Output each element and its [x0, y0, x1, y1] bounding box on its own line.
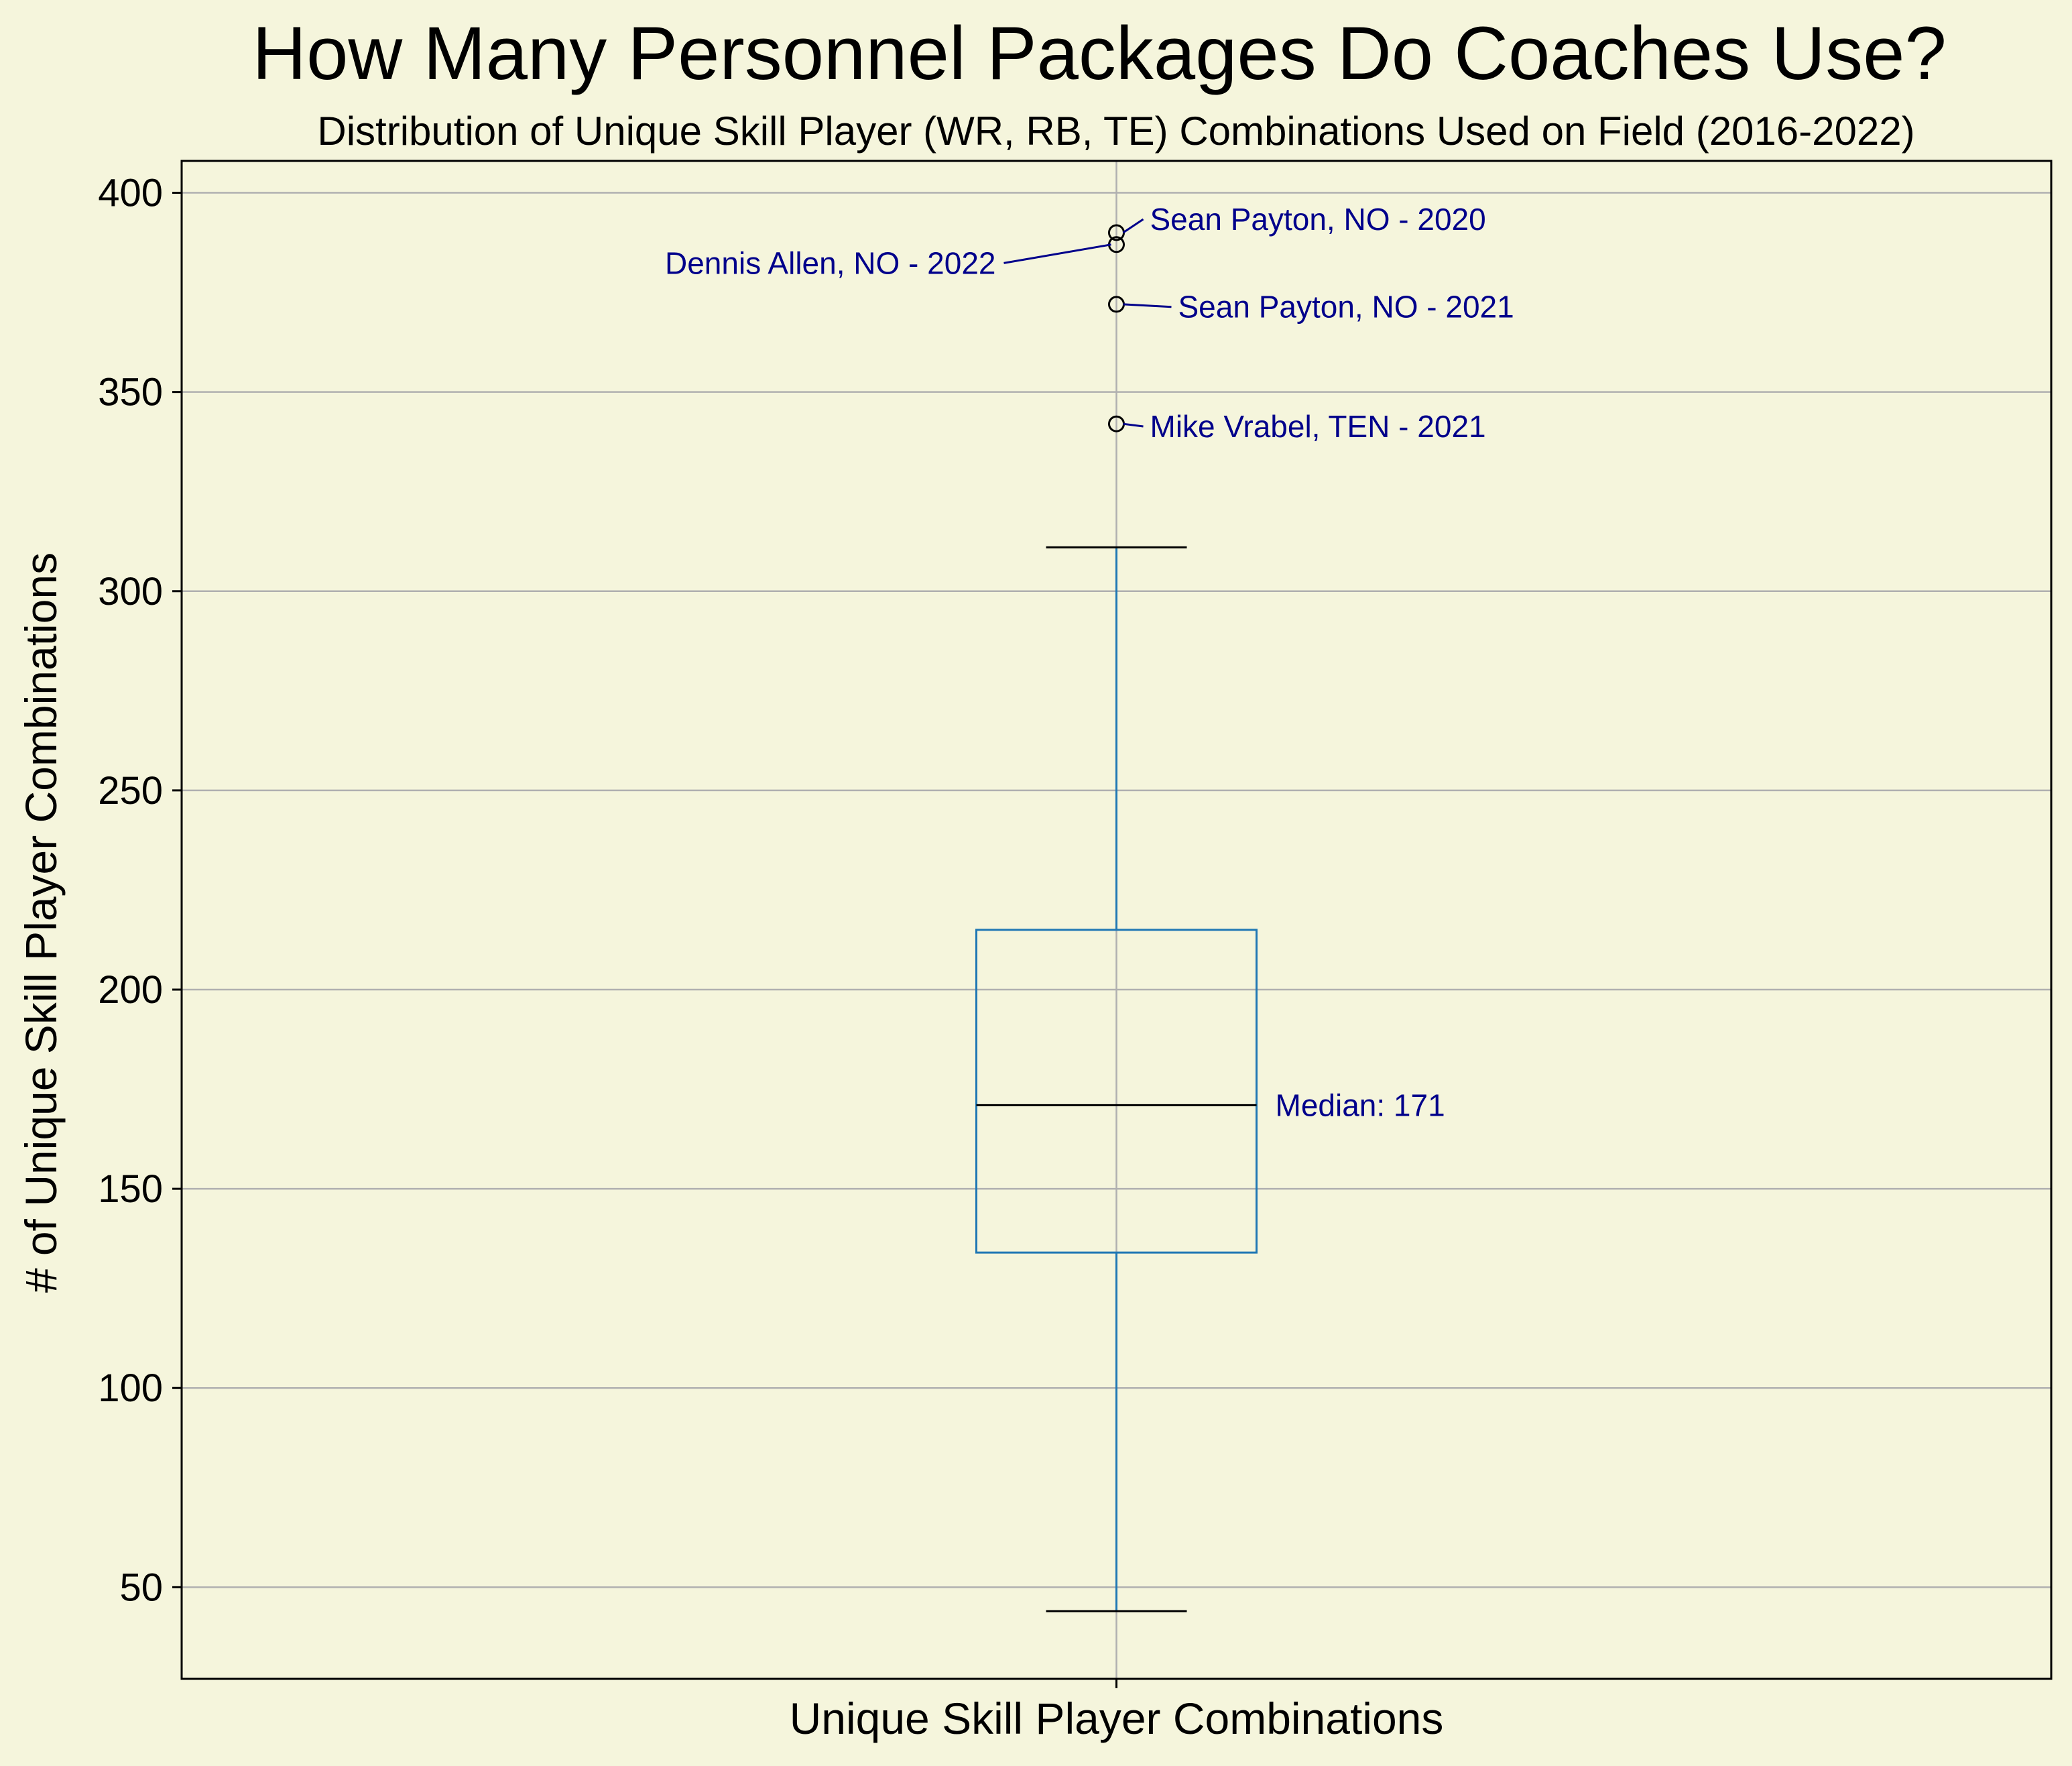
x-tick-label: Unique Skill Player Combinations — [790, 1694, 1444, 1743]
outlier-label-0: Sean Payton, NO - 2020 — [1150, 202, 1486, 237]
outlier-leader-0 — [1122, 218, 1144, 234]
y-tick-label-100: 100 — [98, 1366, 163, 1410]
y-tick-label-400: 400 — [98, 172, 163, 215]
y-axis-ticks: 50 100 150 200 250 300 350 400 — [98, 172, 182, 1609]
y-tick-label-250: 250 — [98, 769, 163, 813]
iqr-box — [975, 929, 1258, 1254]
chart-subtitle: Distribution of Unique Skill Player (WR,… — [317, 109, 1914, 154]
y-tick-label-300: 300 — [98, 570, 163, 613]
outlier-label-3: Mike Vrabel, TEN - 2021 — [1150, 409, 1486, 444]
x-axis-ticks: Unique Skill Player Combinations — [790, 1679, 1444, 1743]
y-tick-label-50: 50 — [119, 1566, 163, 1609]
outlier-leader-1 — [1003, 243, 1111, 264]
y-tick-label-350: 350 — [98, 371, 163, 414]
outlier-label-2: Sean Payton, NO - 2021 — [1178, 290, 1514, 325]
y-axis-label: # of Unique Skill Player Combinations — [16, 552, 66, 1293]
y-tick-label-200: 200 — [98, 968, 163, 1012]
outlier-leader-3 — [1123, 422, 1144, 428]
box-plot — [975, 546, 1258, 1612]
y-tick-label-150: 150 — [98, 1167, 163, 1211]
median-annotation: Median: 171 — [1276, 1087, 1445, 1122]
outlier-leader-2 — [1123, 303, 1172, 308]
annotations: Median: 171 Sean Payton, NO - 2020 Dennis … — [665, 202, 1514, 1122]
outlier-label-1: Dennis Allen, NO - 2022 — [665, 245, 996, 280]
chart-title: How Many Personnel Packages Do Coaches U… — [252, 11, 1947, 95]
